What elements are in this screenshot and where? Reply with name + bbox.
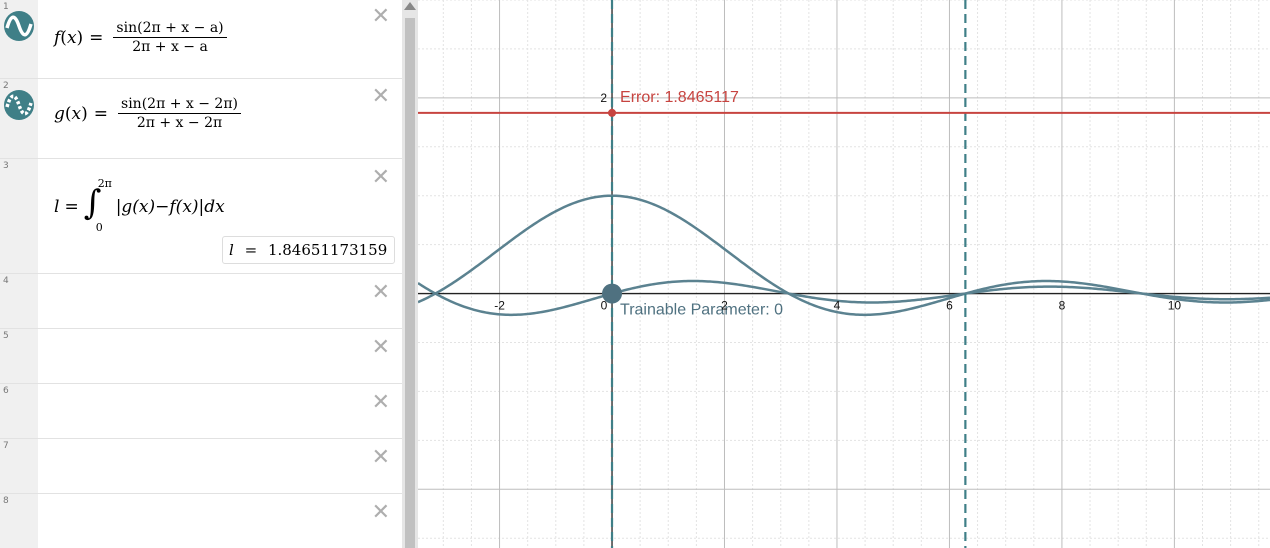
expression-index: 7 bbox=[3, 441, 9, 451]
sine-wave-icon[interactable] bbox=[3, 89, 35, 121]
expression-gutter: 6 bbox=[0, 384, 38, 438]
axes bbox=[418, 0, 1270, 548]
fraction-numerator: sin(2π + x − 2π) bbox=[118, 96, 241, 114]
expression-index: 2 bbox=[3, 81, 9, 91]
expression-list: 1 f(x) = sin(2π + x − a) 2π + x − a ✕ 2 bbox=[0, 0, 402, 548]
close-icon[interactable]: ✕ bbox=[371, 390, 390, 415]
expression-formula[interactable]: l = ∫ 2π 0 |g(x)−f(x)|dx bbox=[54, 177, 225, 235]
close-icon[interactable]: ✕ bbox=[371, 500, 390, 525]
minor-gridlines bbox=[418, 0, 1270, 548]
trainable-parameter-point[interactable] bbox=[602, 283, 623, 304]
x-tick-label: 8 bbox=[1059, 299, 1066, 313]
error-label: Error: 1.8465117 bbox=[620, 89, 739, 106]
fraction: sin(2π + x − a) 2π + x − a bbox=[113, 20, 227, 55]
expression-gutter: 7 bbox=[0, 439, 38, 493]
expression-gutter: 2 bbox=[0, 79, 38, 158]
close-icon[interactable]: ✕ bbox=[371, 280, 390, 305]
trainable-parameter-label: Trainable Parameter: 0 bbox=[620, 302, 783, 319]
integrand: |g(x)−f(x)|dx bbox=[115, 197, 225, 217]
graph-canvas[interactable]: Error: 1.8465117 Trainable Parameter: 0 -… bbox=[418, 0, 1270, 548]
integral: ∫ 2π 0 bbox=[83, 177, 112, 235]
expression-gutter: 5 bbox=[0, 329, 38, 383]
fraction: sin(2π + x − 2π) 2π + x − 2π bbox=[118, 96, 241, 131]
x-tick-label: 6 bbox=[946, 299, 953, 313]
scroll-up-arrow-icon[interactable] bbox=[404, 2, 416, 10]
integral-upper-bound: 2π bbox=[97, 177, 112, 190]
x-tick-label: 2 bbox=[721, 299, 728, 313]
error-point[interactable] bbox=[608, 108, 617, 117]
x-tick-label: 0 bbox=[601, 299, 608, 313]
tick-labels: -2 0 2 4 6 8 10 2 bbox=[494, 91, 1181, 313]
expression-formula[interactable]: g(x) = sin(2π + x − 2π) 2π + x − 2π bbox=[54, 96, 245, 131]
close-icon[interactable]: ✕ bbox=[371, 445, 390, 470]
expression-list-scrollbar[interactable] bbox=[402, 0, 418, 548]
expression-row-6[interactable]: 6 ✕ bbox=[0, 384, 402, 439]
expression-index: 4 bbox=[3, 276, 9, 286]
evaluation-result: l = 1.84651173159 bbox=[222, 236, 395, 264]
evaluation-value: 1.84651173159 bbox=[267, 241, 388, 259]
expression-gutter: 1 bbox=[0, 0, 38, 78]
integral-sign: ∫ bbox=[83, 183, 102, 223]
x-tick-label: -2 bbox=[494, 299, 505, 313]
expression-row-8[interactable]: 8 ✕ bbox=[0, 494, 402, 548]
expression-index: 8 bbox=[3, 496, 9, 506]
expression-index: 6 bbox=[3, 386, 9, 396]
scrollbar-thumb[interactable] bbox=[405, 18, 415, 548]
expression-index: 3 bbox=[3, 161, 9, 171]
fraction-numerator: sin(2π + x − a) bbox=[113, 20, 227, 38]
expression-row-3[interactable]: 3 l = ∫ 2π 0 |g(x)−f(x)|dx ✕ bbox=[0, 159, 402, 274]
x-tick-label: 10 bbox=[1168, 299, 1182, 313]
expression-index: 1 bbox=[3, 2, 9, 12]
fraction-denominator: 2π + x − 2π bbox=[136, 115, 223, 131]
expression-row-7[interactable]: 7 ✕ bbox=[0, 439, 402, 494]
fraction-denominator: 2π + x − a bbox=[132, 39, 208, 55]
close-icon[interactable]: ✕ bbox=[371, 165, 390, 190]
expression-gutter: 3 bbox=[0, 159, 38, 273]
expression-gutter: 8 bbox=[0, 494, 38, 548]
g-curve[interactable] bbox=[418, 194, 1270, 317]
integral-lower-bound: 0 bbox=[95, 221, 103, 234]
expression-row-4[interactable]: 4 ✕ bbox=[0, 274, 402, 329]
close-icon[interactable]: ✕ bbox=[371, 84, 390, 109]
curves bbox=[418, 194, 1270, 317]
expression-row-2[interactable]: 2 g(x) = sin(2π + x − 2π) 2π + x − 2π ✕ bbox=[0, 79, 402, 159]
overlays: Error: 1.8465117 Trainable Parameter: 0 bbox=[418, 0, 1270, 548]
expression-index: 5 bbox=[3, 331, 9, 341]
close-icon[interactable]: ✕ bbox=[371, 335, 390, 360]
expression-row-1[interactable]: 1 f(x) = sin(2π + x − a) 2π + x − a ✕ bbox=[0, 0, 402, 79]
expression-formula[interactable]: f(x) = sin(2π + x − a) 2π + x − a bbox=[54, 20, 231, 55]
y-tick-label: 2 bbox=[600, 91, 607, 105]
expression-gutter: 4 bbox=[0, 274, 38, 328]
major-gridlines bbox=[418, 0, 1270, 548]
close-icon[interactable]: ✕ bbox=[371, 4, 390, 29]
sine-wave-icon[interactable] bbox=[3, 10, 35, 42]
expression-row-5[interactable]: 5 ✕ bbox=[0, 329, 402, 384]
x-tick-label: 4 bbox=[834, 299, 841, 313]
f-curve[interactable] bbox=[418, 279, 1270, 317]
